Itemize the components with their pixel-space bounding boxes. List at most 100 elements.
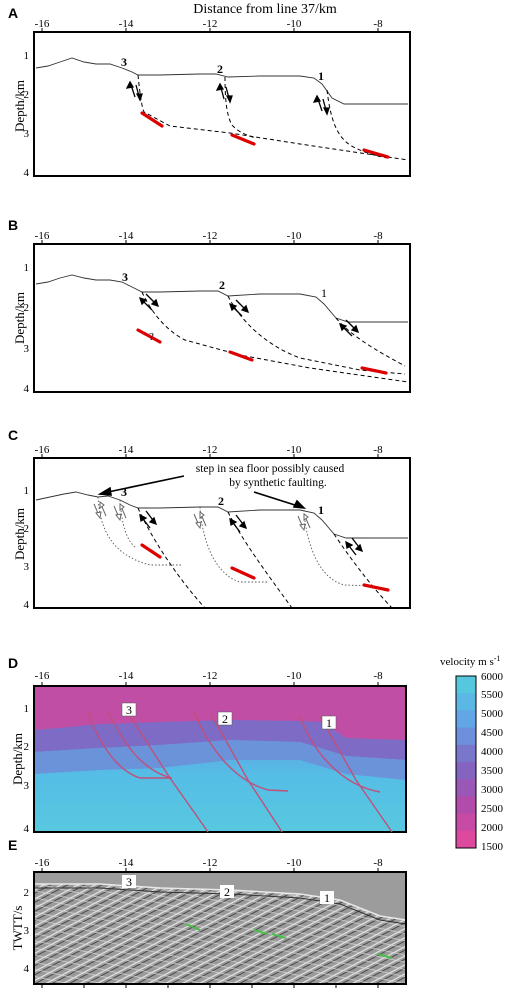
y-ticks: 1 2 3 4 bbox=[24, 50, 30, 179]
fault-number: 3 bbox=[126, 875, 132, 889]
colorbar-swatch bbox=[456, 727, 476, 746]
x-tick: -16 bbox=[35, 670, 50, 682]
seafloor-line bbox=[35, 491, 408, 539]
panel-d: D Depth/km -16 -14 -12 -10 -8 1 2 3 4 bbox=[8, 655, 407, 835]
panel-a: A Depth/km -16 -14 -12 -10 -8 1 2 3 4 bbox=[8, 5, 411, 179]
x-tick: -14 bbox=[119, 444, 134, 456]
colorbar-tick: 1500 bbox=[481, 841, 504, 853]
colorbar-tick: 4000 bbox=[481, 746, 504, 758]
fault-trace bbox=[137, 74, 409, 161]
x-tick: -10 bbox=[287, 230, 302, 242]
x-tick: -16 bbox=[35, 444, 50, 456]
x-tick: -14 bbox=[119, 230, 134, 242]
red-markers bbox=[136, 328, 388, 375]
colorbar-tick: 4500 bbox=[481, 727, 504, 739]
velocity-band bbox=[34, 720, 406, 760]
slip-arrows bbox=[138, 293, 360, 337]
colorbar-swatch bbox=[456, 744, 476, 763]
colorbar-swatch bbox=[456, 779, 476, 797]
fault-number: 2 bbox=[222, 712, 228, 726]
fault-label-box bbox=[217, 711, 233, 726]
fault-number: 1 bbox=[326, 716, 332, 730]
x-tick: -10 bbox=[287, 18, 302, 30]
fault-label-box bbox=[320, 891, 334, 904]
plot-frame bbox=[33, 243, 411, 393]
y-tick: 2 bbox=[24, 887, 30, 899]
x-tick: -16 bbox=[35, 230, 50, 242]
fault-label-box bbox=[220, 885, 234, 898]
x-tick: -8 bbox=[373, 670, 383, 682]
panel-letter: B bbox=[8, 217, 18, 233]
fault-trace bbox=[333, 533, 393, 609]
x-tick: -8 bbox=[373, 857, 383, 869]
y-tick: 2 bbox=[24, 302, 30, 314]
plot-frame bbox=[33, 457, 411, 609]
x-ticks: -16 -14 -12 -10 -8 bbox=[35, 18, 383, 30]
y-tick: 4 bbox=[24, 823, 30, 835]
y-tick: 2 bbox=[24, 741, 30, 753]
y-tick: 1 bbox=[24, 703, 30, 715]
fault-number: 1 bbox=[318, 69, 324, 83]
annotation-arrows bbox=[97, 475, 307, 510]
fault-number: 3 bbox=[122, 270, 128, 284]
y-tick: 4 bbox=[24, 383, 30, 395]
y-tick: 4 bbox=[24, 963, 30, 975]
seafloor-reflector bbox=[34, 887, 407, 925]
y-tick: 3 bbox=[24, 780, 30, 792]
x-tick: -16 bbox=[35, 857, 50, 869]
fault-number: 3 bbox=[121, 485, 127, 499]
distance-axis-title: Distance from line 37/km bbox=[193, 2, 337, 17]
fault-number: 2 bbox=[218, 494, 224, 508]
x-tick: -8 bbox=[373, 18, 383, 30]
fault-label-box bbox=[122, 875, 136, 888]
x-tick: -12 bbox=[203, 18, 218, 30]
red-markers bbox=[140, 543, 390, 592]
plot-frame bbox=[33, 871, 407, 985]
plot-frame bbox=[33, 31, 411, 177]
colorbar-swatch bbox=[456, 762, 476, 780]
fault-number: 2 bbox=[217, 62, 223, 76]
fault-number: 1 bbox=[321, 286, 327, 300]
colorbar-title: velocity m s-1 bbox=[440, 654, 500, 668]
y-tick: 3 bbox=[24, 128, 30, 140]
colorbar-tick: 5000 bbox=[481, 708, 504, 720]
fault-label-box bbox=[321, 715, 337, 730]
fault-trace bbox=[137, 507, 206, 609]
fault-trace bbox=[335, 317, 406, 367]
fault-number: 2 bbox=[219, 278, 225, 292]
panel-letter: A bbox=[8, 5, 18, 21]
y-tick: 3 bbox=[24, 925, 30, 937]
y-axis-label: TWTT/s bbox=[10, 906, 25, 951]
y-axis-label: Depth/km bbox=[12, 508, 27, 560]
velocity-band bbox=[34, 740, 406, 780]
synthetic-fault bbox=[303, 509, 373, 587]
annotation-text: step in sea floor possibly caused bbox=[196, 463, 345, 475]
y-tick: 1 bbox=[24, 50, 30, 62]
seafloor-line bbox=[35, 274, 408, 323]
colorbar-swatch bbox=[456, 813, 476, 832]
fault-number: 1 bbox=[318, 503, 324, 517]
colorbar-tick: 3500 bbox=[481, 765, 504, 777]
y-tick: 3 bbox=[24, 561, 30, 573]
annotation-text: by synthetic faulting. bbox=[229, 477, 327, 489]
y-tick: 2 bbox=[24, 523, 30, 535]
colorbar-swatch bbox=[456, 796, 476, 815]
x-tick: -14 bbox=[119, 857, 134, 869]
colorbar-swatch bbox=[456, 676, 476, 694]
x-tick: -12 bbox=[203, 670, 218, 682]
velocity-colorbar: velocity m s-1 6000 5500 5000 4500 4000 … bbox=[440, 654, 504, 853]
fault-number: 2 bbox=[224, 885, 230, 899]
fault-lines bbox=[87, 709, 393, 833]
green-markers bbox=[185, 923, 393, 959]
question-mark: ? bbox=[149, 331, 154, 343]
y-tick: 2 bbox=[24, 89, 30, 101]
colorbar-swatch bbox=[456, 830, 476, 849]
red-markers bbox=[140, 111, 390, 159]
panel-e: E TWTT/s -16 -14 -12 -10 -8 2 3 4 bbox=[8, 837, 407, 988]
fault-trace bbox=[227, 295, 406, 375]
x-tick: -14 bbox=[119, 18, 134, 30]
slip-arrows-open bbox=[93, 501, 311, 532]
colorbar-tick: 5500 bbox=[481, 689, 504, 701]
colorbar-frame bbox=[455, 675, 477, 849]
y-tick: 4 bbox=[24, 167, 30, 179]
